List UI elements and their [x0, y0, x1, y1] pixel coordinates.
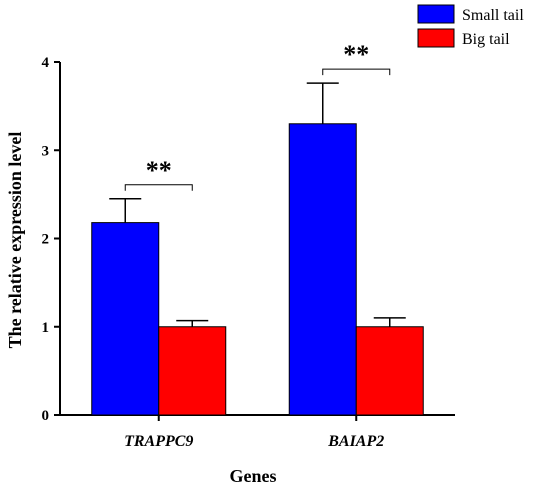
- bar-big-tail-baiap2: [355, 326, 424, 416]
- significance-label: **: [146, 156, 172, 185]
- error-bars: [109, 82, 406, 327]
- bars: [91, 123, 424, 416]
- legend-swatch-small-tail: [417, 4, 455, 24]
- y-axis-title: The relative expression level: [5, 132, 25, 349]
- significance-annotations: ** **: [124, 40, 391, 191]
- bar-small-tail-baiap2: [288, 123, 357, 416]
- y-tick-label: 3: [42, 143, 50, 159]
- bar-small-tail-trappc9: [91, 222, 160, 416]
- significance-bracket: [322, 68, 391, 76]
- significance-bracket: [124, 184, 193, 191]
- y-tick-label: 4: [42, 55, 50, 71]
- bar-big-tail-trappc9: [158, 326, 227, 416]
- x-axis-title: Genes: [230, 466, 277, 486]
- legend-label-big-tail: Big tail: [462, 31, 510, 48]
- significance-label: **: [343, 40, 369, 69]
- y-tick-label: 0: [42, 408, 50, 424]
- legend: Small tail Big tail: [417, 4, 524, 48]
- legend-label-small-tail: Small tail: [462, 7, 524, 24]
- x-tick-label-baiap2: BAIAP2: [327, 433, 384, 450]
- y-tick-label: 1: [42, 320, 50, 336]
- y-tick-label: 2: [42, 232, 50, 248]
- x-tick-label-trappc9: TRAPPC9: [124, 433, 193, 450]
- legend-swatch-big-tail: [417, 28, 455, 48]
